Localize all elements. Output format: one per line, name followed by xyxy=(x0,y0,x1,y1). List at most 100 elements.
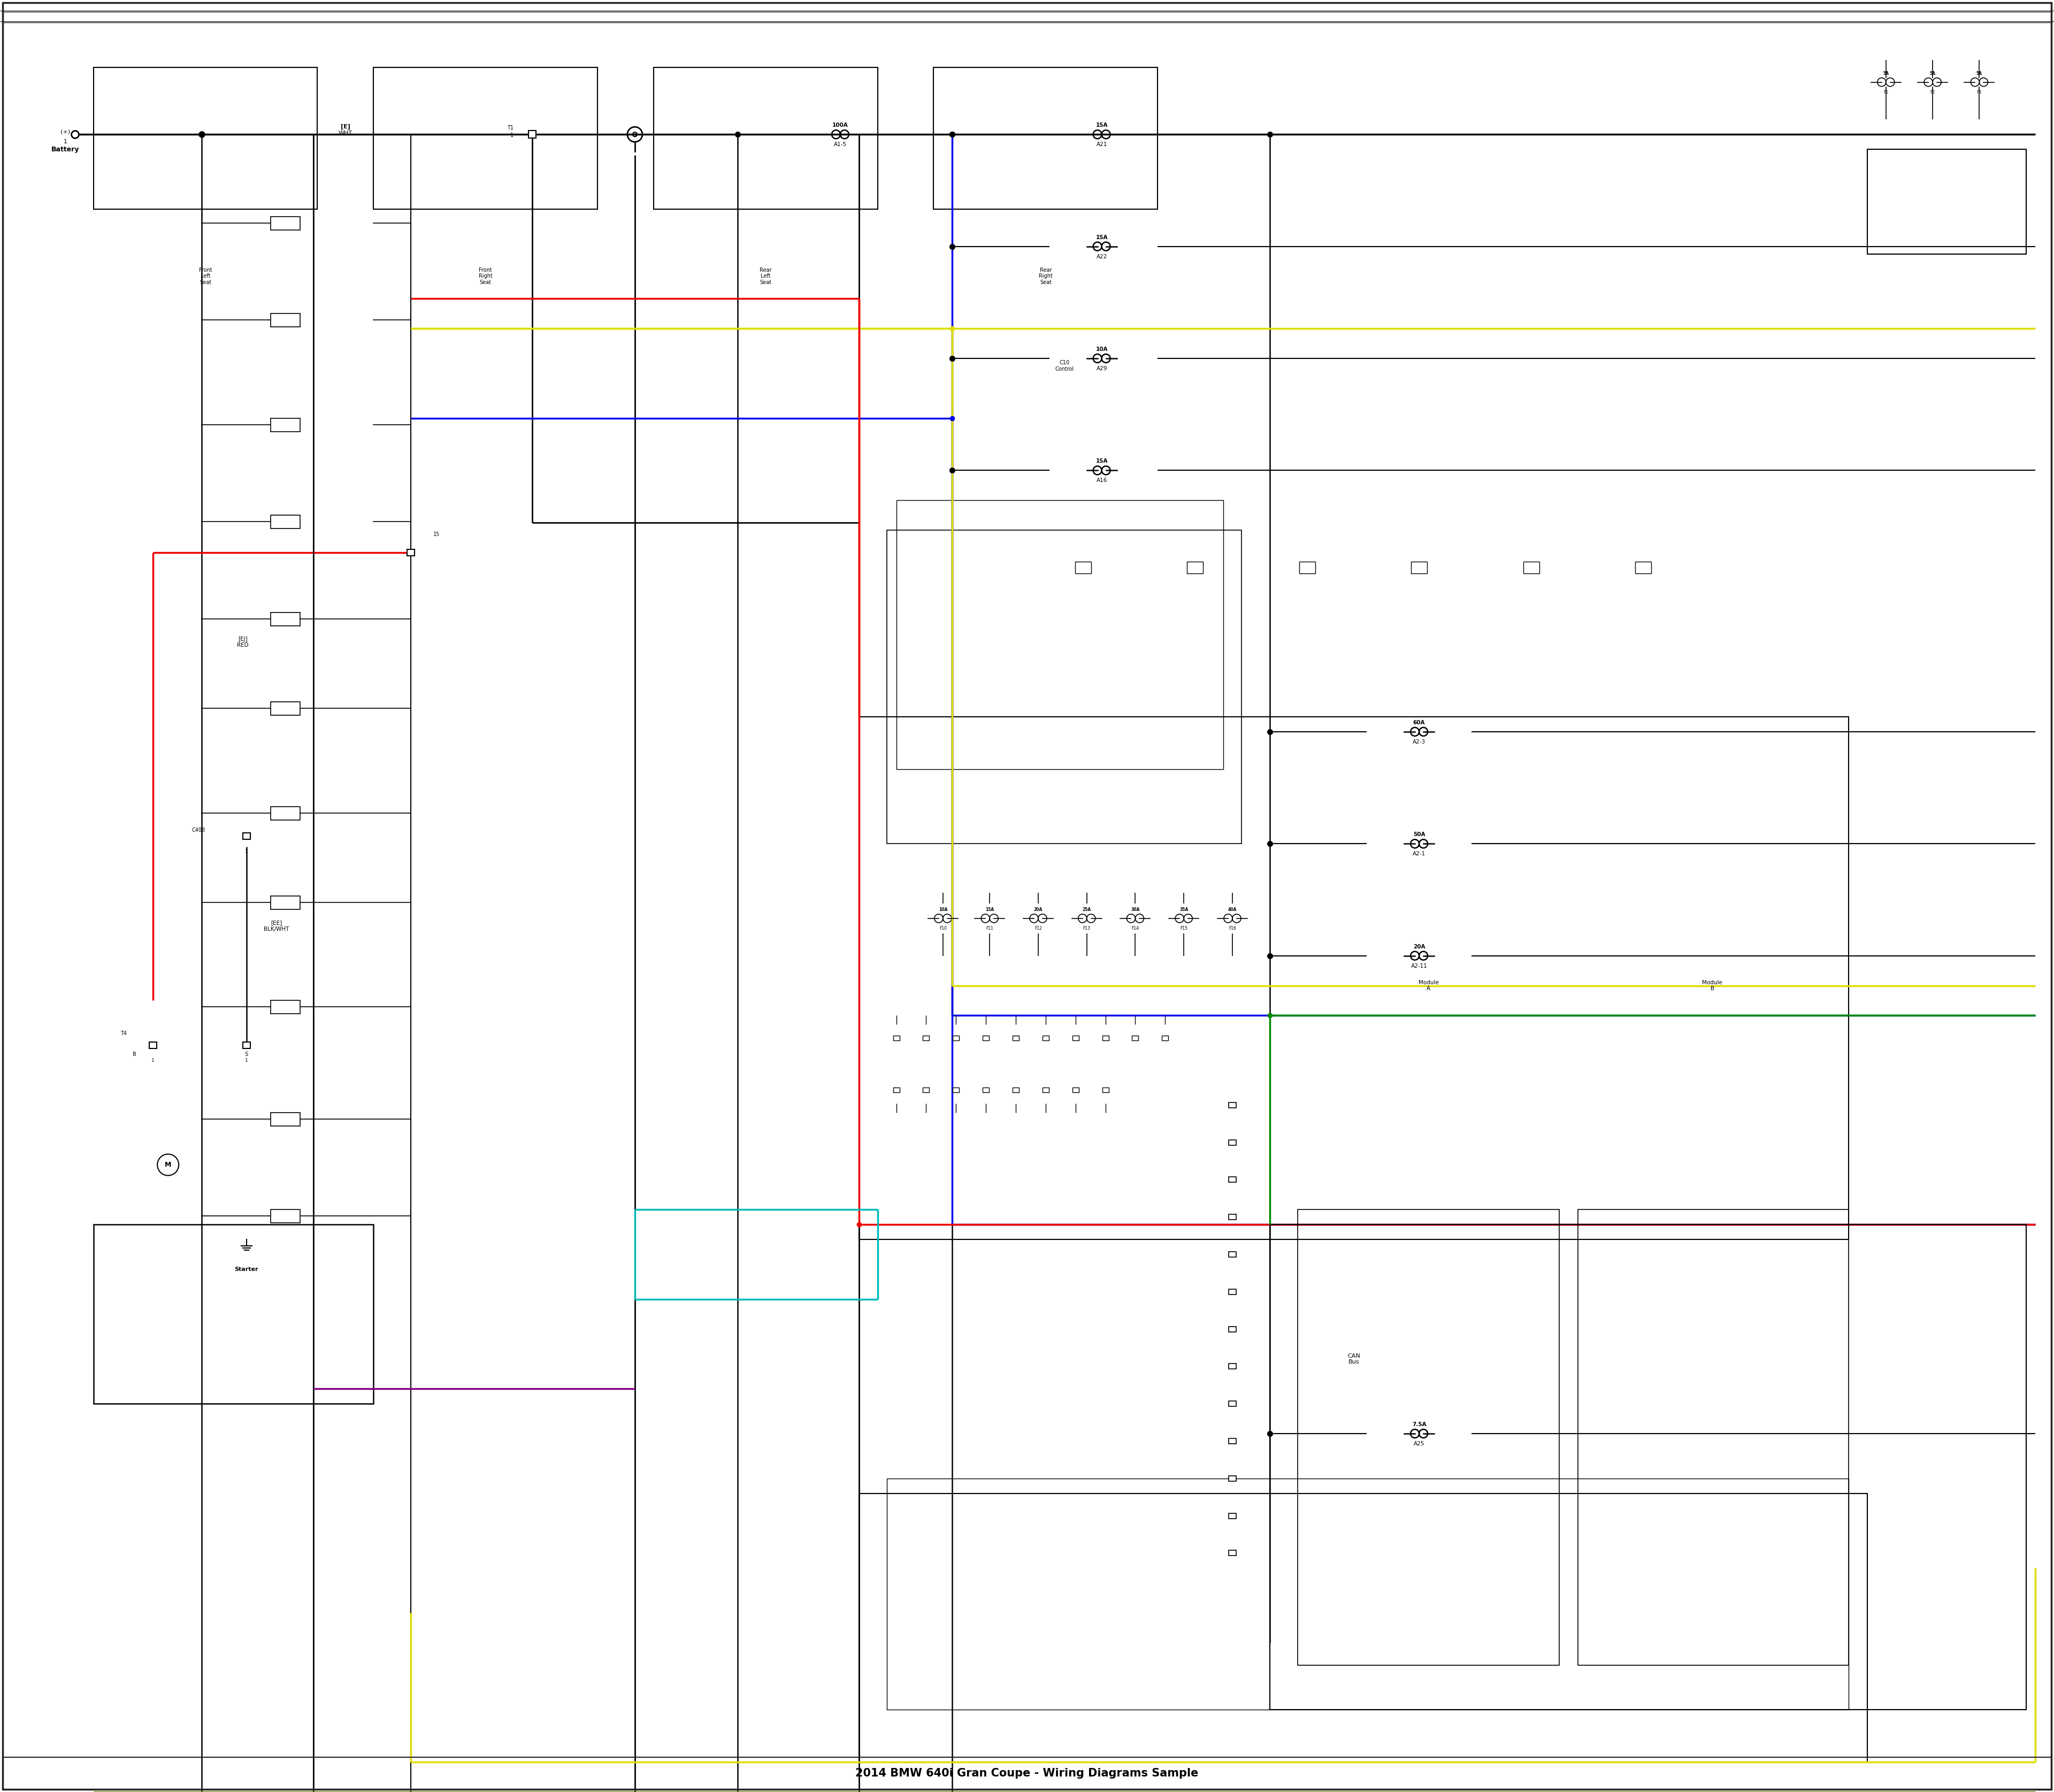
Bar xyxy=(242,1043,251,1048)
Text: 1: 1 xyxy=(509,133,514,138)
Text: F1: F1 xyxy=(1884,90,1888,95)
Text: Starter: Starter xyxy=(234,1267,259,1272)
Text: 40A: 40A xyxy=(1228,907,1237,912)
Bar xyxy=(653,66,877,210)
Text: 1: 1 xyxy=(244,1057,249,1063)
Bar xyxy=(271,1000,300,1014)
Bar xyxy=(1228,1550,1237,1555)
Bar xyxy=(242,833,251,839)
Text: Module
B: Module B xyxy=(1703,980,1723,991)
Bar xyxy=(1298,561,1315,573)
Text: M: M xyxy=(164,1161,170,1168)
Text: Front
Left
Seat: Front Left Seat xyxy=(199,267,212,285)
Text: F16: F16 xyxy=(1228,926,1237,930)
Bar xyxy=(982,1088,990,1093)
Bar xyxy=(1228,1439,1237,1444)
Text: 15A: 15A xyxy=(1095,122,1107,127)
Bar xyxy=(1228,1326,1237,1331)
Bar xyxy=(1867,149,2025,254)
Bar xyxy=(922,1036,928,1041)
Bar xyxy=(2,1758,2052,1790)
Bar xyxy=(1228,1288,1237,1294)
Text: 35A: 35A xyxy=(1179,907,1187,912)
Text: 15A: 15A xyxy=(1095,235,1107,240)
Text: WHT: WHT xyxy=(339,131,353,136)
Bar xyxy=(271,217,300,229)
Text: T1: T1 xyxy=(507,125,514,131)
Bar xyxy=(271,314,300,326)
Bar xyxy=(1635,561,1651,573)
Bar xyxy=(1103,1088,1109,1093)
Bar xyxy=(1043,1088,1050,1093)
Text: A22: A22 xyxy=(1097,254,1107,260)
Text: A16: A16 xyxy=(1097,478,1107,484)
Bar xyxy=(1269,1224,2025,1710)
Text: 100A: 100A xyxy=(832,122,848,127)
Bar xyxy=(922,1088,928,1093)
Text: (+): (+) xyxy=(60,129,70,134)
Text: A29: A29 xyxy=(1097,366,1107,371)
Bar xyxy=(1013,1088,1019,1093)
Bar xyxy=(1043,1036,1050,1041)
Text: C408: C408 xyxy=(191,828,205,833)
Text: 15A: 15A xyxy=(1095,459,1107,464)
Text: F2: F2 xyxy=(1931,90,1935,95)
Bar xyxy=(150,1043,156,1048)
Bar xyxy=(1187,561,1204,573)
Text: 15A: 15A xyxy=(986,907,994,912)
Bar xyxy=(1103,1036,1109,1041)
Bar xyxy=(1228,1215,1237,1220)
Bar xyxy=(887,530,1243,844)
Bar xyxy=(1411,561,1428,573)
Bar xyxy=(271,516,300,529)
Bar xyxy=(1228,1364,1237,1369)
Bar xyxy=(271,702,300,715)
Text: T4: T4 xyxy=(121,1030,127,1036)
Bar xyxy=(859,1493,1867,1762)
Bar xyxy=(887,1478,1849,1710)
Text: F14: F14 xyxy=(1132,926,1140,930)
Text: F10: F10 xyxy=(939,926,947,930)
Bar xyxy=(271,896,300,909)
Bar xyxy=(1228,1102,1237,1107)
Text: Battery: Battery xyxy=(51,145,80,152)
Text: A2-3: A2-3 xyxy=(1413,740,1425,744)
Text: Rear
Right
Seat: Rear Right Seat xyxy=(1039,267,1052,285)
Bar xyxy=(528,131,536,138)
Bar xyxy=(1524,561,1538,573)
Bar xyxy=(893,1036,900,1041)
Text: 20A: 20A xyxy=(1033,907,1043,912)
Text: Module
A: Module A xyxy=(1419,980,1438,991)
Text: 15: 15 xyxy=(433,532,440,538)
Bar xyxy=(1298,1210,1559,1665)
Text: 7.5A: 7.5A xyxy=(1411,1421,1425,1426)
Text: C10
Control: C10 Control xyxy=(1056,360,1074,371)
Text: A21: A21 xyxy=(1097,142,1107,147)
Bar xyxy=(1072,1088,1078,1093)
Bar xyxy=(1228,1512,1237,1518)
Text: 1: 1 xyxy=(244,849,249,853)
Text: S: S xyxy=(244,1052,249,1057)
Text: F13: F13 xyxy=(1082,926,1091,930)
Bar xyxy=(935,66,1158,210)
Text: [EJ]
RED: [EJ] RED xyxy=(236,636,249,649)
Bar xyxy=(92,66,318,210)
Bar xyxy=(1228,1253,1237,1256)
Text: 2014 BMW 640i Gran Coupe - Wiring Diagrams Sample: 2014 BMW 640i Gran Coupe - Wiring Diagra… xyxy=(854,1769,1200,1779)
Bar xyxy=(1132,1036,1138,1041)
Text: A25: A25 xyxy=(1413,1441,1425,1446)
Bar xyxy=(407,550,415,556)
Text: 20A: 20A xyxy=(1413,944,1425,950)
Text: 25A: 25A xyxy=(1082,907,1091,912)
Text: F12: F12 xyxy=(1035,926,1041,930)
Bar xyxy=(953,1088,959,1093)
Text: F11: F11 xyxy=(986,926,994,930)
Text: 1: 1 xyxy=(64,140,68,145)
Bar xyxy=(1577,1210,1849,1665)
Bar xyxy=(982,1036,990,1041)
Text: A1-5: A1-5 xyxy=(834,142,846,147)
Bar xyxy=(1074,561,1091,573)
Bar xyxy=(953,1036,959,1041)
Text: A2-1: A2-1 xyxy=(1413,851,1425,857)
Text: Front
Right
Seat: Front Right Seat xyxy=(479,267,493,285)
